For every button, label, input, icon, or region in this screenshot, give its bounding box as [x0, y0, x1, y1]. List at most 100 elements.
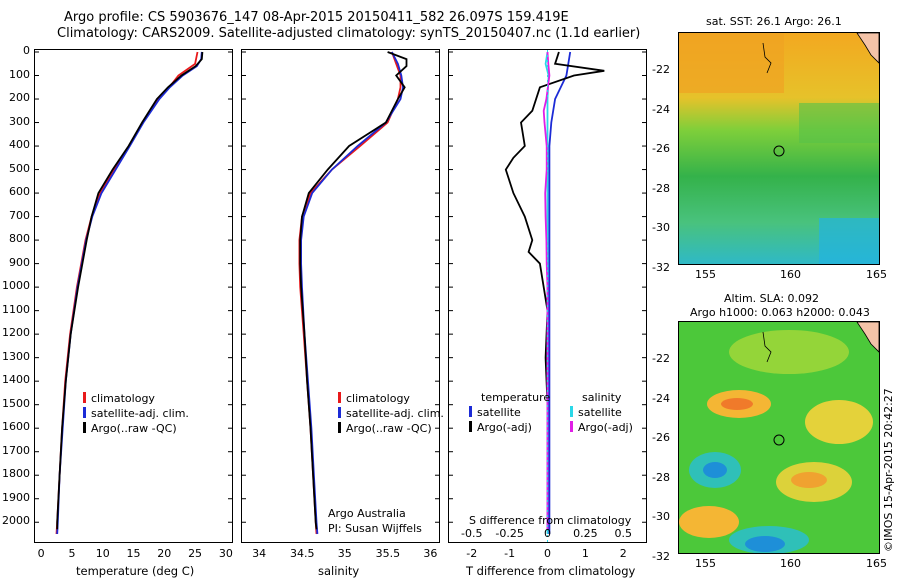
- map-y-tick-label: -32: [652, 260, 670, 274]
- sst-warm-patch: [679, 33, 784, 93]
- map-y-tick-label: -22: [652, 352, 670, 365]
- sla-map-image: [679, 322, 879, 553]
- imos-credit: ©IMOS 15-Apr-2015 20:42:27: [882, 388, 895, 552]
- argo-position-marker: [773, 145, 785, 157]
- sst-cool-patch: [819, 218, 879, 264]
- reef-outline: [762, 42, 772, 74]
- temperature-panel: climatology satellite-adj. clim. Argo(..…: [34, 49, 233, 543]
- x-tick-label: -1: [504, 547, 516, 560]
- depth-tick-label: 400: [9, 138, 30, 152]
- legend-swatch-satellite: [83, 407, 86, 418]
- legend-label: Argo(-adj): [578, 421, 633, 434]
- temperature-x-label: temperature (deg C): [76, 564, 195, 578]
- map-y-tick-label: -26: [652, 142, 670, 155]
- x-tick-label: 2: [619, 547, 627, 560]
- s-tick-label: 0.25: [573, 527, 598, 540]
- legend-swatch-argo: [338, 422, 341, 433]
- map-y-tick-label: -26: [652, 431, 670, 444]
- sst-green-patch: [799, 103, 879, 143]
- map-y-tick-label: -28: [652, 470, 670, 484]
- sla-map-title-2: Argo h1000: 0.063 h2000: 0.043: [690, 306, 870, 319]
- map-x-tick-label: 155: [695, 557, 716, 570]
- t-diff-legend: temperature satellite Argo(-adj): [469, 390, 550, 435]
- title-line-2: Climatology: CARS2009. Satellite-adjuste…: [57, 26, 641, 41]
- depth-tick-label: 1300: [2, 349, 30, 363]
- map-y-tick-label: -24: [652, 102, 670, 116]
- x-tick-label: 15: [126, 547, 141, 560]
- legend-swatch-climatology: [338, 392, 341, 403]
- s-diff-top-label: S difference from climatology: [469, 514, 632, 527]
- salinity-legend: climatology satellite-adj. clim. Argo(..…: [338, 391, 444, 436]
- legend-label: satellite-adj. clim.: [346, 407, 444, 420]
- legend-label: satellite: [477, 406, 521, 419]
- legend-swatch-satellite: [338, 407, 341, 418]
- depth-tick-label: 100: [9, 67, 30, 81]
- t-diff-x-label: T difference from climatology: [466, 564, 636, 578]
- s-tick-label: 0: [544, 527, 551, 540]
- series-line-satellite-adj-clim-: [56, 51, 203, 535]
- legend-swatch-climatology: [83, 392, 86, 403]
- series-line-argo-raw-qc-: [299, 51, 408, 530]
- coast-land: [856, 322, 879, 353]
- x-tick-label: 10: [95, 547, 110, 560]
- legend-label: satellite-adj. clim.: [91, 407, 189, 420]
- legend-swatch-t-satellite: [469, 406, 472, 417]
- sla-blob: [791, 472, 827, 488]
- sla-map-title-1: Altim. SLA: 0.092: [724, 292, 820, 305]
- map-x-tick-label: 160: [780, 268, 801, 281]
- legend-label: Argo(-adj): [477, 421, 532, 434]
- legend-label: climatology: [91, 392, 155, 405]
- legend-label: Argo(..raw -QC): [346, 422, 432, 435]
- x-tick-label: 30: [218, 547, 233, 560]
- salinity-panel: climatology satellite-adj. clim. Argo(..…: [241, 49, 444, 543]
- x-tick-label: 5: [68, 547, 76, 560]
- map-y-tick-label: -30: [652, 221, 670, 234]
- map-y-tick-label: -30: [652, 510, 670, 523]
- sla-blob: [805, 400, 873, 444]
- legend-label: climatology: [346, 392, 410, 405]
- depth-tick-label: 700: [9, 208, 30, 222]
- x-tick-label: 25: [188, 547, 203, 560]
- map-x-tick-label: 165: [866, 557, 887, 570]
- reef-outline: [762, 331, 772, 363]
- t-legend-title: temperature: [481, 391, 551, 404]
- depth-tick-label: 0: [23, 44, 30, 57]
- depth-tick-label: 600: [9, 185, 30, 199]
- depth-tick-label: 300: [9, 114, 30, 128]
- sla-blob: [745, 536, 785, 552]
- map-x-tick-label: 160: [780, 557, 801, 570]
- series-line-temperature-satellite: [548, 51, 572, 534]
- temperature-plot: [35, 51, 232, 535]
- s-tick-label: -0.25: [495, 527, 524, 540]
- legend-label: Argo(..raw -QC): [91, 422, 177, 435]
- depth-tick-label: 500: [9, 161, 30, 175]
- argo-position-marker: [773, 434, 785, 446]
- temperature-legend: climatology satellite-adj. clim. Argo(..…: [83, 391, 189, 436]
- x-tick-label: 20: [157, 547, 172, 560]
- x-tick-label: 35: [337, 547, 352, 560]
- salinity-note-2: PI: Susan Wijffels: [328, 522, 422, 535]
- x-tick-label: 0: [544, 547, 551, 560]
- salinity-note-1: Argo Australia: [328, 507, 406, 520]
- s-tick-label: 0.5: [614, 527, 633, 540]
- depth-tick-label: 1400: [2, 373, 30, 387]
- series-line-satellite-adj-clim-: [300, 51, 404, 535]
- depth-tick-label: 1800: [2, 467, 30, 481]
- s-diff-legend: salinity satellite Argo(-adj): [570, 390, 633, 435]
- depth-tick-label: 200: [9, 91, 30, 105]
- title-line-1: Argo profile: CS 5903676_147 08-Apr-2015…: [64, 10, 569, 25]
- difference-panel: temperature satellite Argo(-adj) salinit…: [448, 49, 647, 543]
- salinity-x-label: salinity: [318, 564, 360, 578]
- sst-map-title: sat. SST: 26.1 Argo: 26.1: [706, 15, 842, 28]
- depth-tick-label: 1700: [2, 443, 30, 457]
- x-tick-label: 34: [252, 547, 267, 560]
- s-tick-label: -0.5: [460, 527, 483, 540]
- s-legend-title: salinity: [582, 391, 622, 404]
- sla-blob: [703, 462, 727, 478]
- x-tick-label: -2: [466, 547, 478, 560]
- x-tick-label: 34.5: [289, 547, 315, 560]
- salinity-plot: [242, 51, 439, 535]
- difference-plot: [449, 50, 646, 542]
- series-line-temperature-argo-adj-: [504, 51, 605, 530]
- depth-tick-label: 1500: [2, 396, 30, 410]
